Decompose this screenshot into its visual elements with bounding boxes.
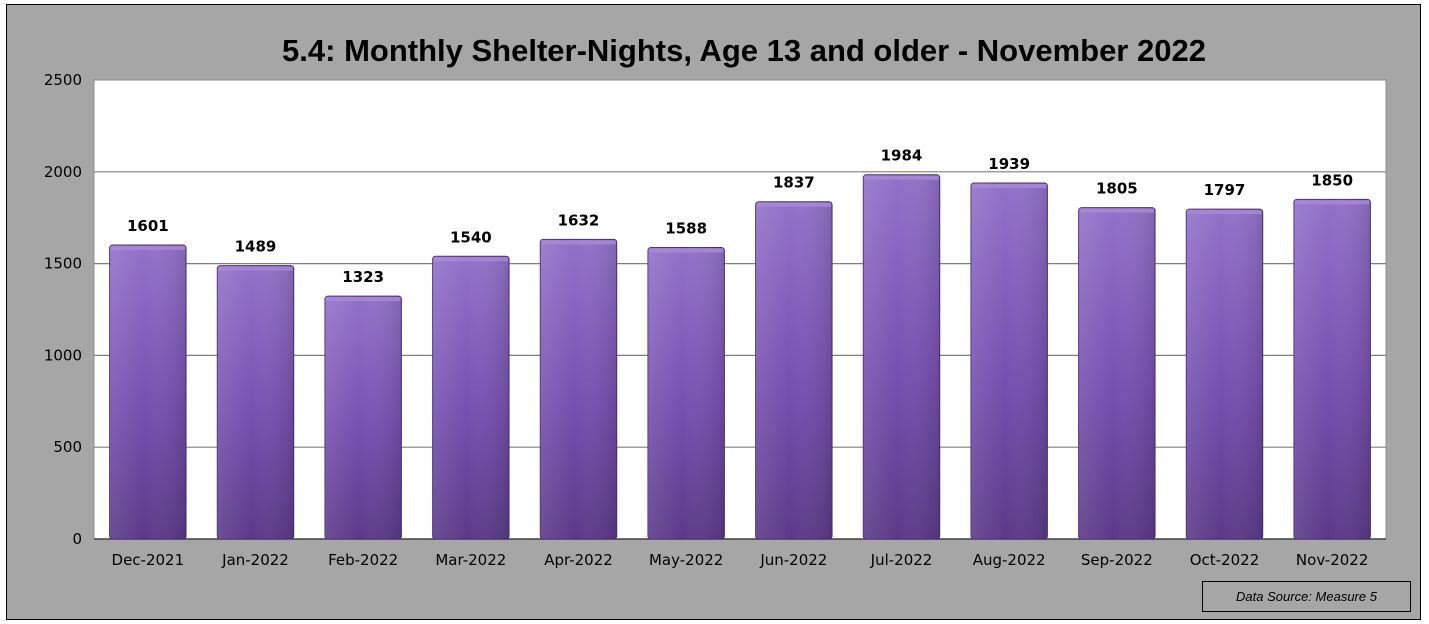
x-tick-label: Apr-2022 bbox=[544, 551, 613, 569]
y-tick-label: 1500 bbox=[44, 255, 82, 273]
data-source-text: Data Source: Measure 5 bbox=[1236, 589, 1377, 604]
data-label: 1588 bbox=[665, 219, 707, 237]
bar-top-highlight bbox=[1079, 208, 1155, 213]
data-label: 1984 bbox=[881, 147, 923, 165]
bar-top-highlight bbox=[1294, 200, 1370, 205]
bar-shading bbox=[217, 265, 294, 539]
data-labels: 1601 1489 1323 1540 1632 1588 1837 1984 1939 1805… bbox=[127, 147, 1353, 286]
bar-shading bbox=[647, 247, 725, 539]
x-tick-label: Nov-2022 bbox=[1296, 551, 1368, 569]
x-tick-label: Dec-2021 bbox=[112, 551, 185, 569]
plot-area bbox=[93, 79, 1387, 540]
data-label: 1939 bbox=[988, 155, 1030, 173]
bar-shading bbox=[432, 256, 510, 539]
bar-top-highlight bbox=[648, 248, 724, 253]
bar-shading bbox=[863, 174, 940, 539]
bar-shading bbox=[109, 245, 187, 539]
data-label: 1805 bbox=[1096, 180, 1138, 198]
data-label: 1489 bbox=[235, 238, 277, 256]
bar-top-highlight bbox=[1187, 210, 1262, 215]
bar-shading bbox=[540, 239, 617, 539]
bar-shading bbox=[1078, 207, 1156, 540]
bars bbox=[109, 174, 1371, 540]
x-tick-label: May-2022 bbox=[649, 551, 723, 569]
x-tick-label: Jun-2022 bbox=[759, 551, 827, 569]
data-label: 1850 bbox=[1311, 171, 1353, 189]
bar-top-highlight bbox=[864, 175, 939, 180]
x-tick-label: Sep-2022 bbox=[1081, 551, 1153, 569]
bar-top-highlight bbox=[433, 257, 509, 262]
bar-shading bbox=[755, 201, 833, 539]
data-label: 1797 bbox=[1204, 181, 1246, 199]
bar-shading bbox=[1186, 209, 1263, 539]
bar-top-highlight bbox=[218, 266, 293, 271]
bar-top-highlight bbox=[110, 246, 186, 251]
y-tick-label: 1000 bbox=[44, 346, 82, 364]
bar-top-highlight bbox=[756, 202, 832, 207]
bar-shading bbox=[970, 182, 1048, 539]
x-tick-label: Jul-2022 bbox=[870, 551, 933, 569]
data-label: 1323 bbox=[342, 268, 384, 286]
y-tick-label: 2500 bbox=[44, 71, 82, 89]
data-source-note: Data Source: Measure 5 bbox=[1202, 581, 1411, 612]
data-label: 1540 bbox=[450, 228, 492, 246]
data-label: 1837 bbox=[773, 174, 815, 192]
x-tick-label: Jan-2022 bbox=[221, 551, 289, 569]
data-label: 1632 bbox=[558, 211, 600, 229]
y-tick-label: 500 bbox=[53, 438, 82, 456]
bar-shading bbox=[324, 296, 402, 539]
bar-top-highlight bbox=[541, 240, 616, 245]
x-tick-label: Aug-2022 bbox=[973, 551, 1046, 569]
data-label: 1601 bbox=[127, 217, 169, 235]
bar-shading bbox=[1293, 199, 1371, 539]
gridlines bbox=[94, 171, 1386, 540]
x-axis-ticks: Dec-2021 Jan-2022 Feb-2022 Mar-2022 Apr-2022… bbox=[112, 551, 1369, 569]
x-tick-label: Mar-2022 bbox=[435, 551, 506, 569]
y-axis-ticks: 0 500 1000 1500 2000 2500 bbox=[44, 71, 82, 548]
x-tick-label: Feb-2022 bbox=[328, 551, 398, 569]
y-tick-label: 2000 bbox=[44, 163, 82, 181]
bar-top-highlight bbox=[325, 297, 401, 302]
x-tick-label: Oct-2022 bbox=[1190, 551, 1260, 569]
bar-top-highlight bbox=[971, 183, 1047, 188]
chart-title: 5.4: Monthly Shelter-Nights, Age 13 and … bbox=[282, 33, 1206, 68]
y-tick-label: 0 bbox=[72, 530, 82, 548]
